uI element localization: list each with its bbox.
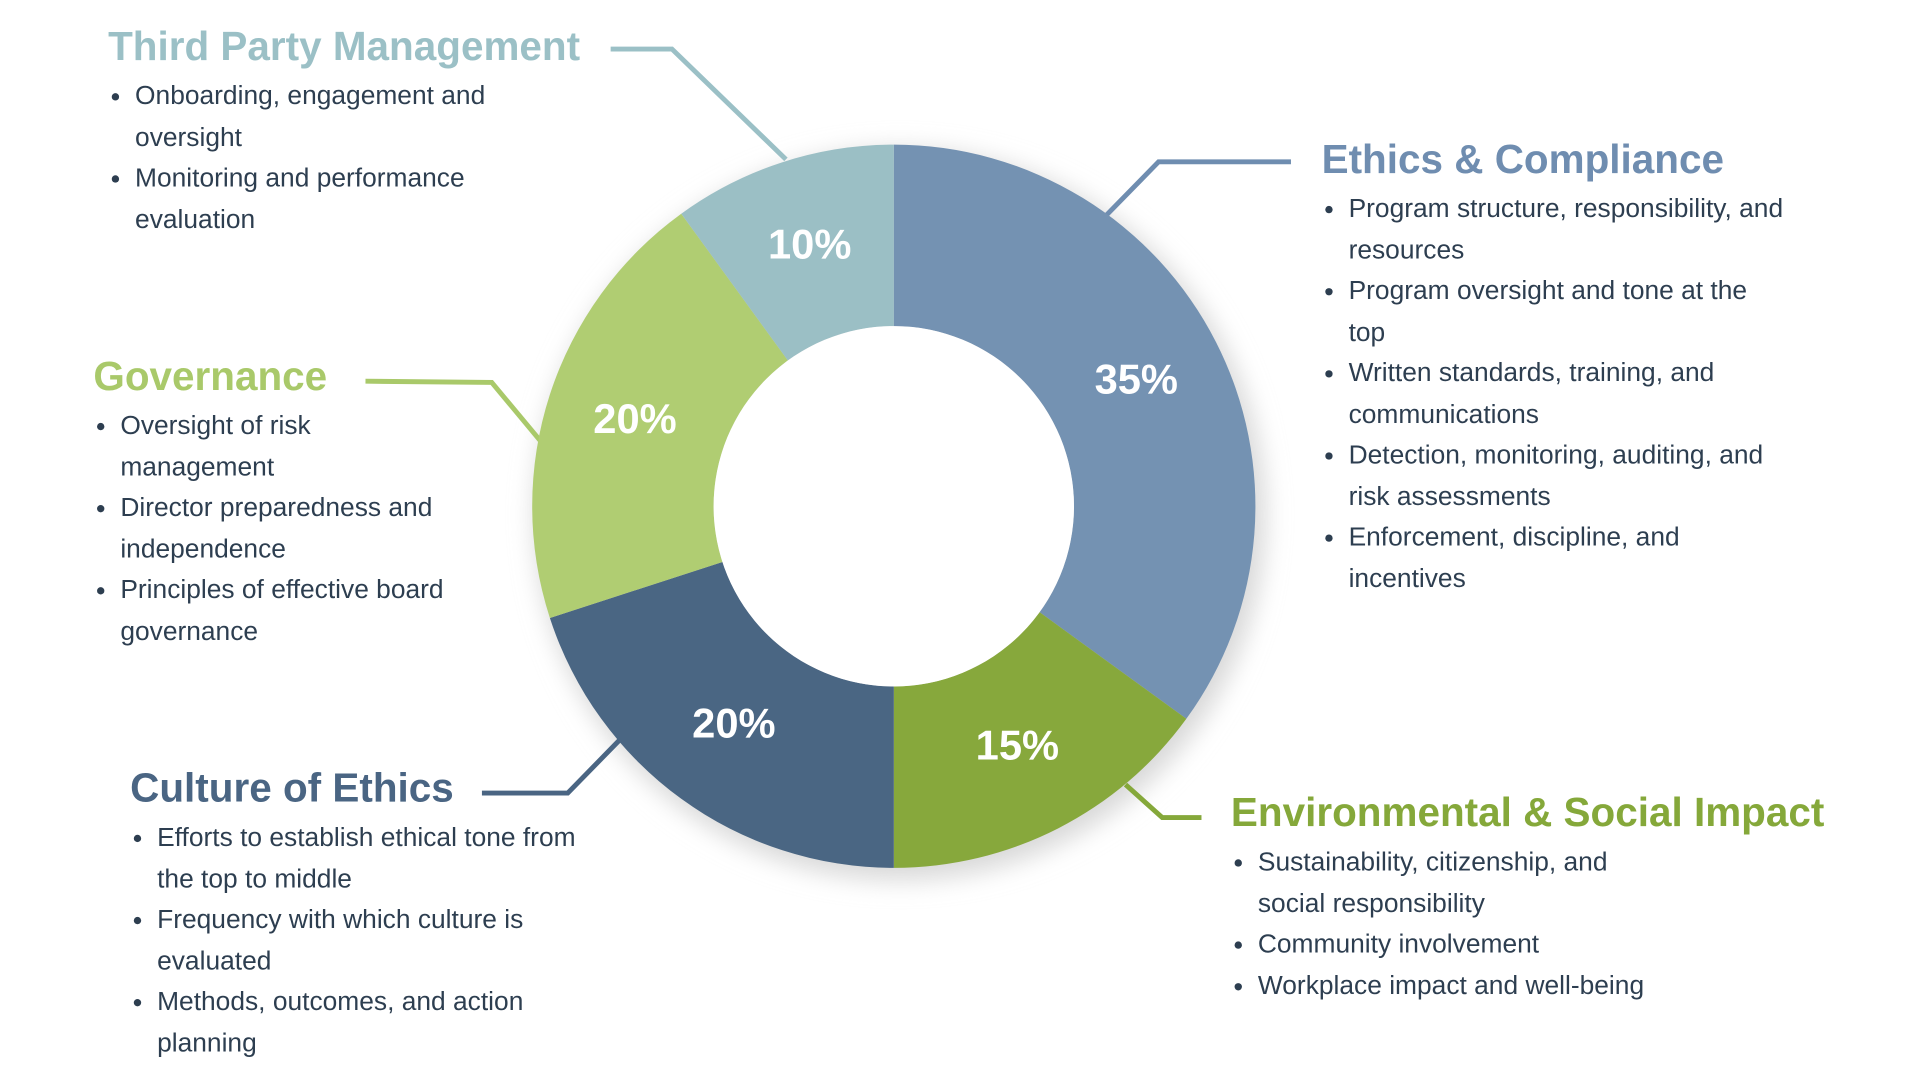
donut-segment (893, 144, 1256, 719)
bullet-item: Oversight of risk management (120, 406, 463, 488)
bullet-item: Sustainability, citizenship, and social … (1258, 842, 1650, 924)
annotation: Third Party Management Onboarding, engage… (108, 22, 580, 240)
leader-line (1123, 782, 1202, 821)
bullet-item: Enforcement, discipline, and incentives (1349, 517, 1790, 599)
annotation: Ethics & Compliance Program structure, re… (1322, 135, 1790, 600)
annotation-title: Environmental & Social Impact (1230, 789, 1825, 835)
bullet-item: Director preparedness and independence (120, 488, 463, 570)
annotation-title: Governance (93, 353, 328, 399)
leader-line (1102, 159, 1291, 219)
donut-segment (893, 612, 1187, 868)
leader-line (365, 378, 543, 443)
donut-chart: 35% 15% 20% 20% 10% (365, 46, 1291, 881)
value-label: 20% (593, 395, 676, 442)
value-label: 35% (1095, 356, 1178, 403)
value-label: 10% (768, 220, 851, 267)
bullet-item: Written standards, training, and communi… (1349, 353, 1790, 435)
donut-hole (713, 326, 1074, 687)
annotation-title: Ethics & Compliance (1321, 136, 1724, 182)
annotation: Environmental & Social Impact Sustainabil… (1231, 788, 1824, 1006)
bullet-item: Principles of effective board governance (120, 570, 463, 652)
value-label: 15% (976, 722, 1059, 769)
bullet-list: Sustainability, citizenship, and social … (1231, 842, 1650, 1006)
bullet-item: Program oversight and tone at the top (1349, 271, 1790, 353)
bullet-item: Community involvement (1258, 924, 1650, 965)
annotation-title: Third Party Management (108, 23, 581, 69)
bullet-list: Oversight of risk managementDirector pre… (93, 406, 463, 652)
bullet-list: Onboarding, engagement and oversightMoni… (108, 76, 558, 240)
value-label: 20% (692, 699, 775, 746)
leader-line (610, 46, 788, 162)
bullet-item: Efforts to establish ethical tone from t… (157, 818, 580, 900)
donut-segment (549, 561, 894, 868)
bullet-list: Efforts to establish ethical tone from t… (130, 818, 580, 1064)
bullet-list: Program structure, responsibility, and r… (1322, 189, 1790, 600)
chart: 35% 15% 20% 20% 10% Ethics & Compliance Progr… (10, 0, 1910, 1079)
bullet-item: Workplace impact and well-being (1258, 965, 1650, 1006)
leader-lines (365, 46, 1291, 821)
donut-segment (681, 144, 894, 361)
bullet-item: Monitoring and performance evaluation (135, 158, 558, 240)
leader-line (481, 738, 621, 796)
bullet-item: Program structure, responsibility, and r… (1349, 189, 1790, 271)
annotation-title: Culture of Ethics (130, 764, 454, 811)
bullet-item: Frequency with which culture is evaluate… (157, 900, 580, 982)
annotation: Governance Oversight of risk managementDi… (93, 352, 463, 652)
bullet-item: Detection, monitoring, auditing, and ris… (1349, 435, 1790, 517)
bullet-item: Methods, outcomes, and action planning (157, 982, 580, 1064)
bullet-item: Onboarding, engagement and oversight (135, 76, 558, 158)
annotation: Culture of Ethics Efforts to establish et… (130, 764, 580, 1064)
donut-segment (532, 213, 788, 618)
